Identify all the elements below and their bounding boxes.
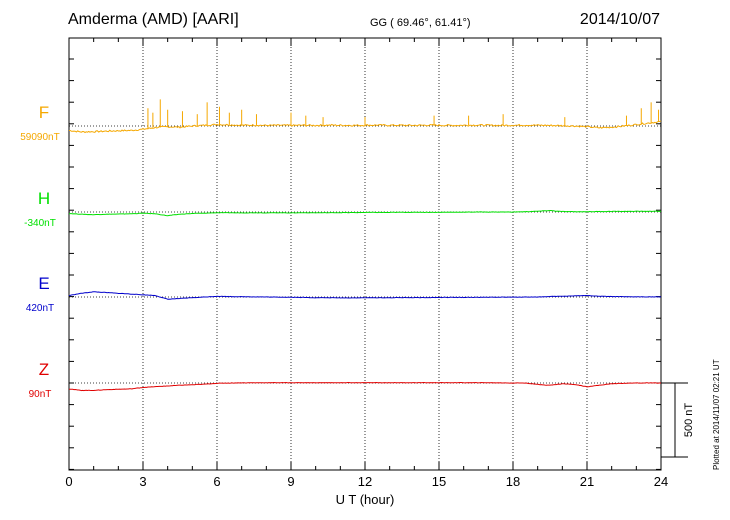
x-tick-label-3: 3 xyxy=(139,474,146,489)
x-tick-label-6: 6 xyxy=(213,474,220,489)
x-tick-label-24: 24 xyxy=(654,474,668,489)
x-axis-label: U T (hour) xyxy=(336,492,395,507)
x-tick-label-0: 0 xyxy=(65,474,72,489)
series-name-Z: Z xyxy=(39,360,49,379)
x-tick-label-15: 15 xyxy=(432,474,446,489)
baseline-value-Z: 90nT xyxy=(29,389,52,400)
series-line-Z xyxy=(68,381,662,392)
baseline-value-E: 420nT xyxy=(26,303,54,314)
series-name-F: F xyxy=(39,103,49,122)
series-line-E xyxy=(68,291,662,300)
scale-bar-label: 500 nT xyxy=(683,403,695,438)
station-title: Amderma (AMD) [AARI] xyxy=(68,11,239,28)
x-tick-label-9: 9 xyxy=(287,474,294,489)
x-tick-label-12: 12 xyxy=(358,474,372,489)
series-line-H xyxy=(68,210,662,217)
baseline-value-F: 59090nT xyxy=(20,132,59,143)
x-tick-label-18: 18 xyxy=(506,474,520,489)
x-tick-label-21: 21 xyxy=(580,474,594,489)
series-name-E: E xyxy=(38,274,49,293)
plot-date: 2014/10/07 xyxy=(579,11,660,28)
series-name-H: H xyxy=(38,189,50,208)
baseline-value-H: -340nT xyxy=(24,218,56,229)
geographic-coordinates: GG ( 69.46°, 61.41°) xyxy=(370,17,471,29)
